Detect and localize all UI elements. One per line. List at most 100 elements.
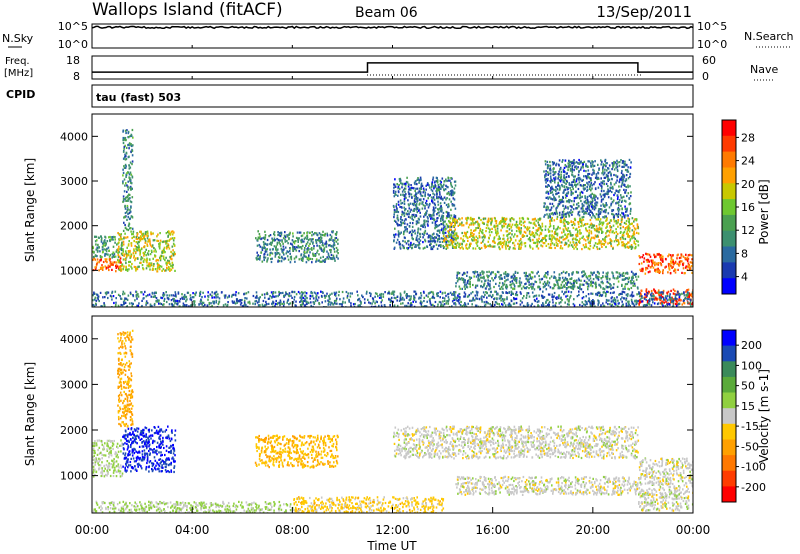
data-cell xyxy=(274,255,277,258)
data-cell xyxy=(125,157,128,161)
data-cell xyxy=(548,213,551,216)
data-cell xyxy=(154,268,157,271)
data-cell xyxy=(427,240,430,243)
data-cell xyxy=(610,197,612,200)
data-cell xyxy=(578,158,580,162)
data-cell xyxy=(599,220,601,223)
data-cell xyxy=(588,248,591,251)
data-cell xyxy=(126,129,128,132)
data-cell xyxy=(426,232,428,235)
data-cell xyxy=(628,197,630,200)
data-cell xyxy=(553,199,556,202)
data-cell xyxy=(613,193,615,197)
data-cell xyxy=(488,231,491,234)
data-cell xyxy=(590,226,593,229)
data-cell xyxy=(597,229,599,232)
data-cell xyxy=(151,244,154,247)
data-cell xyxy=(615,174,617,177)
data-cell xyxy=(629,175,631,178)
data-cell xyxy=(660,254,663,257)
data-cell xyxy=(617,215,619,218)
data-cell xyxy=(124,155,126,159)
data-cell xyxy=(606,190,609,193)
data-cell xyxy=(568,160,571,163)
data-cell xyxy=(125,165,127,168)
data-cell xyxy=(344,301,346,304)
data-cell xyxy=(594,160,596,163)
data-cell xyxy=(558,159,561,162)
data-cell xyxy=(591,160,593,163)
data-cell xyxy=(427,206,430,209)
data-cell xyxy=(627,246,630,249)
data-cell xyxy=(442,237,445,240)
data-cell xyxy=(170,268,173,271)
data-cell xyxy=(606,230,608,233)
data-cell xyxy=(609,219,612,222)
data-cell xyxy=(115,261,118,264)
data-cell xyxy=(148,238,151,241)
data-cell xyxy=(123,190,126,193)
data-cell xyxy=(418,241,420,244)
data-cell xyxy=(284,238,286,241)
data-cell xyxy=(598,228,601,231)
data-cell xyxy=(545,209,548,212)
data-cell xyxy=(586,210,588,213)
data-cell xyxy=(166,262,169,265)
data-cell xyxy=(129,171,132,174)
data-cell xyxy=(402,233,405,236)
data-cell xyxy=(618,180,621,183)
data-cell xyxy=(506,272,509,276)
data-cell xyxy=(295,249,298,252)
data-cell xyxy=(101,242,104,245)
data-cell xyxy=(459,242,461,245)
data-cell xyxy=(124,211,127,215)
data-cell xyxy=(411,217,413,220)
data-cell xyxy=(390,296,393,299)
data-cell xyxy=(563,191,565,194)
data-cell xyxy=(461,224,463,227)
data-cell xyxy=(122,197,125,201)
data-cell xyxy=(434,236,437,239)
data-cell xyxy=(447,179,450,182)
data-cell xyxy=(502,284,504,287)
data-cell xyxy=(570,190,573,193)
data-cell xyxy=(622,241,624,244)
data-cell xyxy=(613,231,616,235)
data-cell xyxy=(131,233,133,236)
data-cell xyxy=(434,186,436,189)
data-cell xyxy=(473,271,476,274)
data-cell xyxy=(578,239,581,243)
data-cell xyxy=(129,197,131,200)
data-cell xyxy=(547,228,550,231)
data-cell xyxy=(309,251,311,254)
data-cell xyxy=(126,206,129,209)
data-cell xyxy=(128,260,130,264)
data-cell xyxy=(679,260,682,263)
data-cell xyxy=(447,213,449,216)
data-cell xyxy=(579,283,581,286)
data-cell xyxy=(164,259,166,262)
data-cell xyxy=(163,299,165,302)
data-cell xyxy=(112,235,115,238)
data-cell xyxy=(122,182,124,185)
data-cell xyxy=(523,271,526,275)
data-cell xyxy=(532,222,535,225)
data-cell xyxy=(137,265,139,268)
data-cell xyxy=(492,240,494,243)
data-cell xyxy=(598,283,600,286)
data-cell xyxy=(396,214,399,217)
data-cell xyxy=(434,180,436,183)
data-cell xyxy=(421,224,424,227)
data-cell xyxy=(651,264,653,267)
data-cell xyxy=(594,202,596,205)
data-cell xyxy=(489,287,492,290)
data-cell xyxy=(579,229,581,232)
data-cell xyxy=(565,271,568,274)
data-cell xyxy=(556,279,558,282)
data-cell xyxy=(442,304,445,307)
data-cell xyxy=(559,278,561,281)
data-cell xyxy=(454,218,456,221)
data-cell xyxy=(273,231,276,234)
data-cell xyxy=(130,265,132,268)
data-cell xyxy=(277,233,279,237)
